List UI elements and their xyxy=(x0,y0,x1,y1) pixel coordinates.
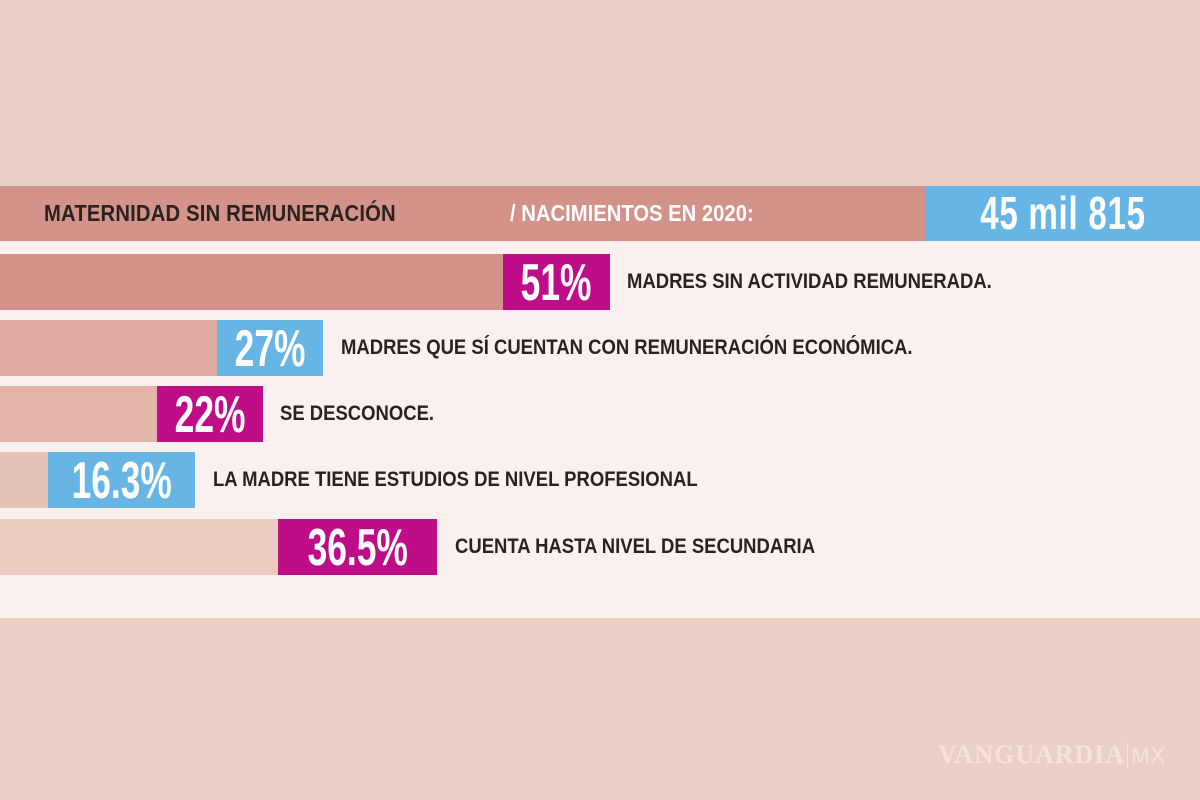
bar-label: LA MADRE TIENE ESTUDIOS DE NIVEL PROFESI… xyxy=(213,468,698,491)
total-births-badge: 45 mil 815 xyxy=(925,186,1200,241)
bar-label: SE DESCONOCE. xyxy=(280,402,435,425)
bar-row-secundaria: 36.5% CUENTA HASTA NIVEL DE SECUNDARIA xyxy=(0,519,1200,575)
percent-badge: 16.3% xyxy=(48,452,195,508)
percent-badge: 51% xyxy=(503,254,610,310)
percent-badge: 36.5% xyxy=(278,519,437,575)
total-births-value: 45 mil 815 xyxy=(979,187,1146,239)
bar-label: MADRES QUE SÍ CUENTAN CON REMUNERACIÓN E… xyxy=(341,336,913,359)
header-band: MATERNIDAD SIN REMUNERACIÓN / NACIMIENTO… xyxy=(0,186,1200,241)
bar-label: CUENTA HASTA NIVEL DE SECUNDARIA xyxy=(455,535,816,558)
bar-row-sin-actividad: 51% MADRES SIN ACTIVIDAD REMUNERADA. xyxy=(0,254,1200,310)
percent-badge: 27% xyxy=(217,320,323,376)
bar xyxy=(0,254,503,310)
vanguardia-watermark-logo: VANGUARDIA MX xyxy=(938,740,1167,769)
bar-row-se-desconoce: 22% SE DESCONOCE. xyxy=(0,386,1200,442)
bar-label: MADRES SIN ACTIVIDAD REMUNERADA. xyxy=(627,270,992,293)
chart-title: MATERNIDAD SIN REMUNERACIÓN xyxy=(44,200,396,226)
chart-subtitle: / NACIMIENTOS EN 2020: xyxy=(510,200,754,226)
bar-row-con-remuneracion: 27% MADRES QUE SÍ CUENTAN CON REMUNERACI… xyxy=(0,320,1200,376)
percent-badge: 22% xyxy=(157,386,263,442)
bar xyxy=(0,386,157,442)
bar xyxy=(0,519,278,575)
bar-row-nivel-profesional: 16.3% LA MADRE TIENE ESTUDIOS DE NIVEL P… xyxy=(0,452,1200,508)
bar xyxy=(0,320,217,376)
bar xyxy=(0,452,48,508)
